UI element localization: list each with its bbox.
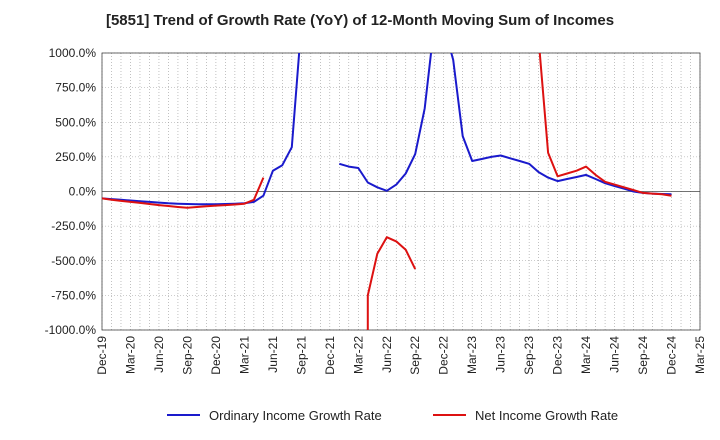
x-tick-label: Mar-25: [693, 336, 707, 374]
x-tick-label: Sep-24: [636, 336, 650, 375]
y-tick-label: 500.0%: [55, 115, 96, 129]
legend-label: Ordinary Income Growth Rate: [209, 408, 382, 423]
x-tick-label: Dec-22: [437, 336, 451, 375]
y-tick-label: -500.0%: [51, 254, 96, 268]
x-tick-label: Jun-22: [380, 336, 394, 373]
x-tick-label: Mar-22: [351, 336, 365, 374]
y-tick-label: 1000.0%: [49, 46, 97, 60]
x-tick-label: Sep-20: [180, 336, 194, 375]
x-tick-label: Sep-23: [522, 336, 536, 375]
x-tick-label: Sep-22: [408, 336, 422, 375]
y-tick-label: 0.0%: [69, 185, 97, 199]
x-tick-label: Jun-21: [266, 336, 280, 373]
x-tick-label: Dec-21: [323, 336, 337, 375]
series-line-net-income: [102, 53, 672, 330]
y-tick-label: -1000.0%: [45, 323, 97, 337]
y-tick-label: -750.0%: [51, 288, 96, 302]
y-tick-label: -250.0%: [51, 219, 96, 233]
x-tick-label: Dec-24: [665, 336, 679, 375]
x-tick-label: Dec-23: [551, 336, 565, 375]
series-line-ordinary-income: [102, 53, 672, 206]
chart-title: [5851] Trend of Growth Rate (YoY) of 12-…: [105, 12, 615, 29]
x-tick-label: Jun-23: [494, 336, 508, 373]
legend-label: Net Income Growth Rate: [475, 408, 618, 423]
y-tick-label: 750.0%: [55, 81, 96, 95]
x-tick-label: Mar-20: [123, 336, 137, 374]
x-tick-label: Jun-20: [152, 336, 166, 373]
x-tick-label: Mar-23: [465, 336, 479, 374]
y-tick-label: 250.0%: [55, 150, 96, 164]
x-tick-label: Mar-21: [237, 336, 251, 374]
x-tick-label: Mar-24: [579, 336, 593, 374]
plot-frame: [101, 52, 701, 331]
x-tick-label: Jun-24: [608, 336, 622, 373]
x-tick-label: Sep-21: [294, 336, 308, 375]
x-tick-label: Dec-20: [209, 336, 223, 375]
x-tick-label: Dec-19: [95, 336, 109, 375]
